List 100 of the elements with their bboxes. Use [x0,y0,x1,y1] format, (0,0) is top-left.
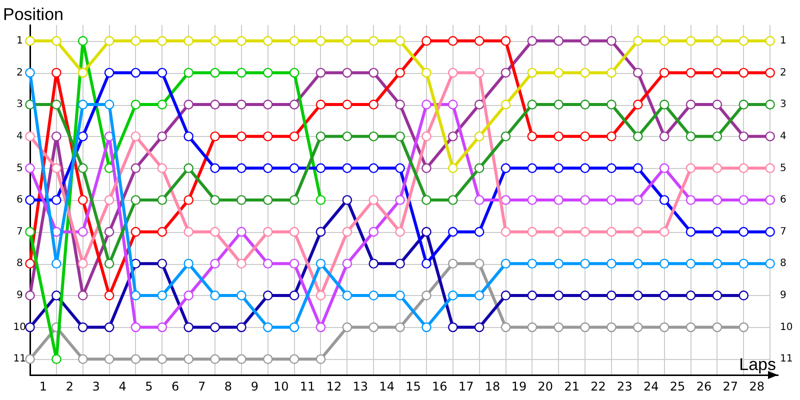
point [52,258,62,269]
point [580,68,590,78]
point [316,226,326,237]
point [210,290,220,300]
point [422,36,432,46]
point [659,226,670,237]
y2-tick-label: 4 [780,130,786,142]
y-tick-label: 1 [16,36,23,47]
x-tick-label: 28 [749,379,764,394]
point [712,290,722,300]
point [130,226,141,237]
point [184,258,194,269]
point [659,195,670,205]
point [184,290,194,300]
y-tick-label: 10 [13,322,26,333]
point [659,68,670,78]
point [262,131,273,142]
point [395,100,405,110]
point [738,258,749,269]
point [712,100,722,110]
point [25,68,35,78]
point [580,163,590,174]
point [342,195,352,205]
point [580,195,590,205]
point [686,131,696,142]
point [78,354,88,364]
point [342,290,352,300]
point [448,258,458,269]
x-tick-label: 18 [484,379,500,394]
point [78,195,88,205]
point [78,226,88,237]
point [104,354,114,364]
point [210,163,220,174]
point [104,36,114,46]
point [236,68,246,78]
point [659,163,670,174]
point [342,226,352,237]
point [395,131,405,142]
x-tick-label: 3 [92,379,100,394]
point [474,68,484,78]
point [500,68,511,78]
point [184,68,194,78]
point [712,226,722,237]
point [500,36,511,46]
point [686,290,696,300]
point [52,195,62,205]
point [52,163,62,174]
point [368,163,379,174]
point [342,100,352,110]
point [210,258,220,269]
point [184,195,194,205]
point [765,100,775,110]
point [580,290,590,300]
point [342,163,352,174]
point [262,195,273,205]
point [289,354,300,364]
point [765,195,775,205]
point [289,68,300,78]
y2-tick-label: 2 [780,67,786,78]
point [289,195,300,205]
point [580,322,590,332]
x-tick-label: 1 [39,379,48,394]
point [633,100,643,110]
point [500,226,511,237]
point [474,131,484,142]
point [25,354,35,364]
y-axis-title: Position [3,5,64,24]
point [157,258,168,269]
point [316,195,326,205]
point [289,163,300,174]
point [686,226,696,237]
point [395,322,405,332]
point [527,195,538,205]
point [289,258,300,269]
point [738,100,749,110]
point [236,226,246,237]
point [422,131,432,142]
point [262,36,273,46]
point [448,322,458,332]
x-tick-label: 24 [643,379,659,394]
point [210,322,220,332]
point [580,131,590,142]
point [474,195,484,205]
point [184,226,194,237]
point [395,258,405,269]
point [78,258,88,269]
point [236,322,246,332]
point [184,322,194,332]
point [289,290,300,300]
point [157,68,168,78]
point [395,226,405,237]
point [422,100,432,110]
point [527,258,538,269]
point [316,100,326,110]
point [765,131,775,142]
point [368,322,379,332]
point [527,68,538,78]
point [765,36,775,46]
point [738,322,749,332]
point [236,195,246,205]
